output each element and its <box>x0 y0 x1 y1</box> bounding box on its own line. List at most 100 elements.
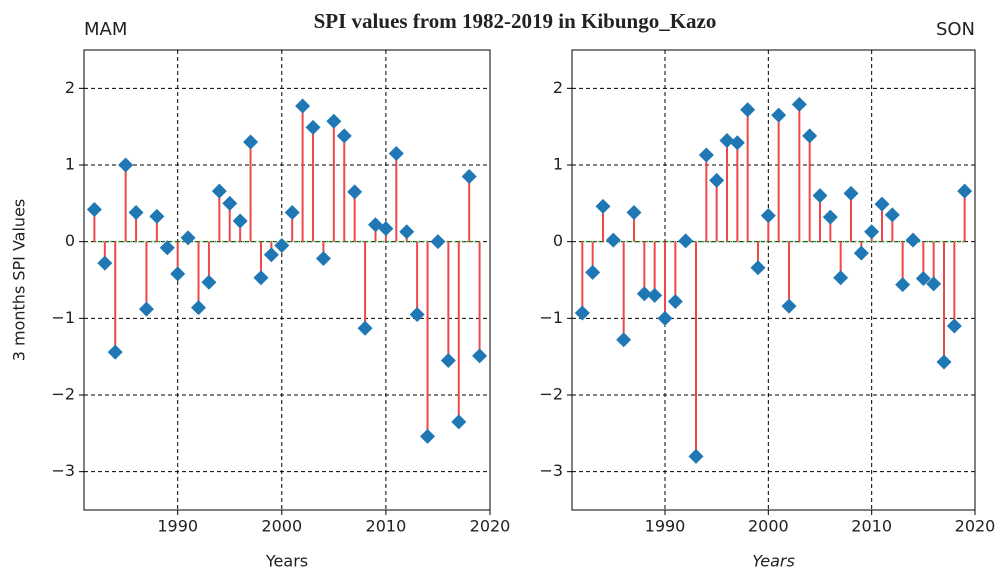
subplot-title: MAM <box>84 19 127 40</box>
marker <box>595 198 611 214</box>
marker <box>802 128 818 144</box>
marker <box>719 132 735 148</box>
marker <box>657 310 673 326</box>
marker <box>946 318 962 334</box>
marker <box>843 185 859 201</box>
y-tick-label: −2 <box>51 385 75 404</box>
marker <box>729 135 745 151</box>
y-tick-label: −1 <box>51 308 75 327</box>
marker <box>284 205 300 221</box>
marker <box>191 300 207 316</box>
marker <box>957 183 973 199</box>
marker <box>616 332 632 348</box>
marker <box>315 251 331 267</box>
marker <box>585 264 601 280</box>
marker <box>107 344 123 360</box>
marker <box>420 428 436 444</box>
marker <box>159 240 175 256</box>
marker <box>688 448 704 464</box>
marker <box>853 245 869 261</box>
x-tick-label: 2010 <box>851 517 892 536</box>
marker <box>451 414 467 430</box>
x-tick-label: 2020 <box>470 517 511 536</box>
marker <box>274 238 290 253</box>
marker <box>812 188 828 204</box>
marker <box>926 276 942 292</box>
marker <box>149 208 165 224</box>
y-tick-label: −3 <box>51 461 75 480</box>
y-axis-label: 3 months SPI Values <box>10 199 29 362</box>
marker <box>243 134 259 150</box>
marker <box>822 209 838 225</box>
axes-frame <box>83 49 491 511</box>
marker <box>263 247 279 263</box>
marker <box>626 205 642 221</box>
y-tick-label: −2 <box>539 385 563 404</box>
figure-title: SPI values from 1982-2019 in Kibungo_Kaz… <box>314 9 717 33</box>
marker <box>709 172 725 188</box>
marker <box>740 102 756 118</box>
marker <box>232 213 248 229</box>
marker <box>336 128 352 144</box>
marker <box>636 286 652 302</box>
x-tick-label: 2020 <box>955 517 996 536</box>
x-tick-label: 2000 <box>261 517 302 536</box>
marker <box>771 107 787 123</box>
y-tick-label: −3 <box>539 461 563 480</box>
y-tick-label: 1 <box>65 155 75 174</box>
marker <box>884 207 900 223</box>
marker <box>698 147 714 163</box>
marker <box>97 255 113 271</box>
marker <box>128 205 144 221</box>
marker <box>253 270 269 286</box>
marker <box>399 224 415 240</box>
marker <box>211 183 227 199</box>
marker <box>750 260 766 276</box>
marker <box>430 234 446 250</box>
y-tick-label: 2 <box>65 78 75 97</box>
marker <box>678 233 694 249</box>
marker <box>170 266 186 282</box>
marker <box>305 119 321 135</box>
marker <box>461 169 477 184</box>
marker <box>833 270 849 286</box>
marker <box>915 270 931 286</box>
axes-frame <box>571 49 976 511</box>
x-axis-label: Years <box>752 552 795 571</box>
marker <box>936 354 952 370</box>
marker <box>326 113 342 129</box>
marker <box>895 277 911 293</box>
marker <box>138 301 154 317</box>
y-tick-label: 2 <box>553 78 563 97</box>
marker <box>201 274 217 290</box>
marker <box>472 348 488 364</box>
marker <box>378 221 394 237</box>
marker <box>222 195 238 211</box>
marker <box>118 157 134 173</box>
marker <box>357 320 373 336</box>
marker <box>791 96 807 112</box>
marker <box>409 307 425 322</box>
y-tick-label: −1 <box>539 308 563 327</box>
marker <box>667 293 683 309</box>
marker <box>86 201 102 217</box>
marker <box>440 353 456 368</box>
x-axis-label: Years <box>265 552 308 571</box>
marker <box>760 208 776 224</box>
marker <box>180 230 196 246</box>
marker <box>605 232 621 248</box>
marker <box>781 298 797 314</box>
y-tick-label: 0 <box>553 231 563 250</box>
marker <box>295 98 311 114</box>
marker <box>574 305 590 321</box>
x-tick-label: 1990 <box>645 517 686 536</box>
marker <box>347 184 363 200</box>
marker <box>864 224 880 240</box>
marker <box>647 287 663 303</box>
marker <box>874 196 890 212</box>
x-tick-label: 2010 <box>366 517 407 536</box>
marker <box>388 146 404 161</box>
x-tick-label: 2000 <box>748 517 789 536</box>
y-tick-label: 1 <box>553 155 563 174</box>
